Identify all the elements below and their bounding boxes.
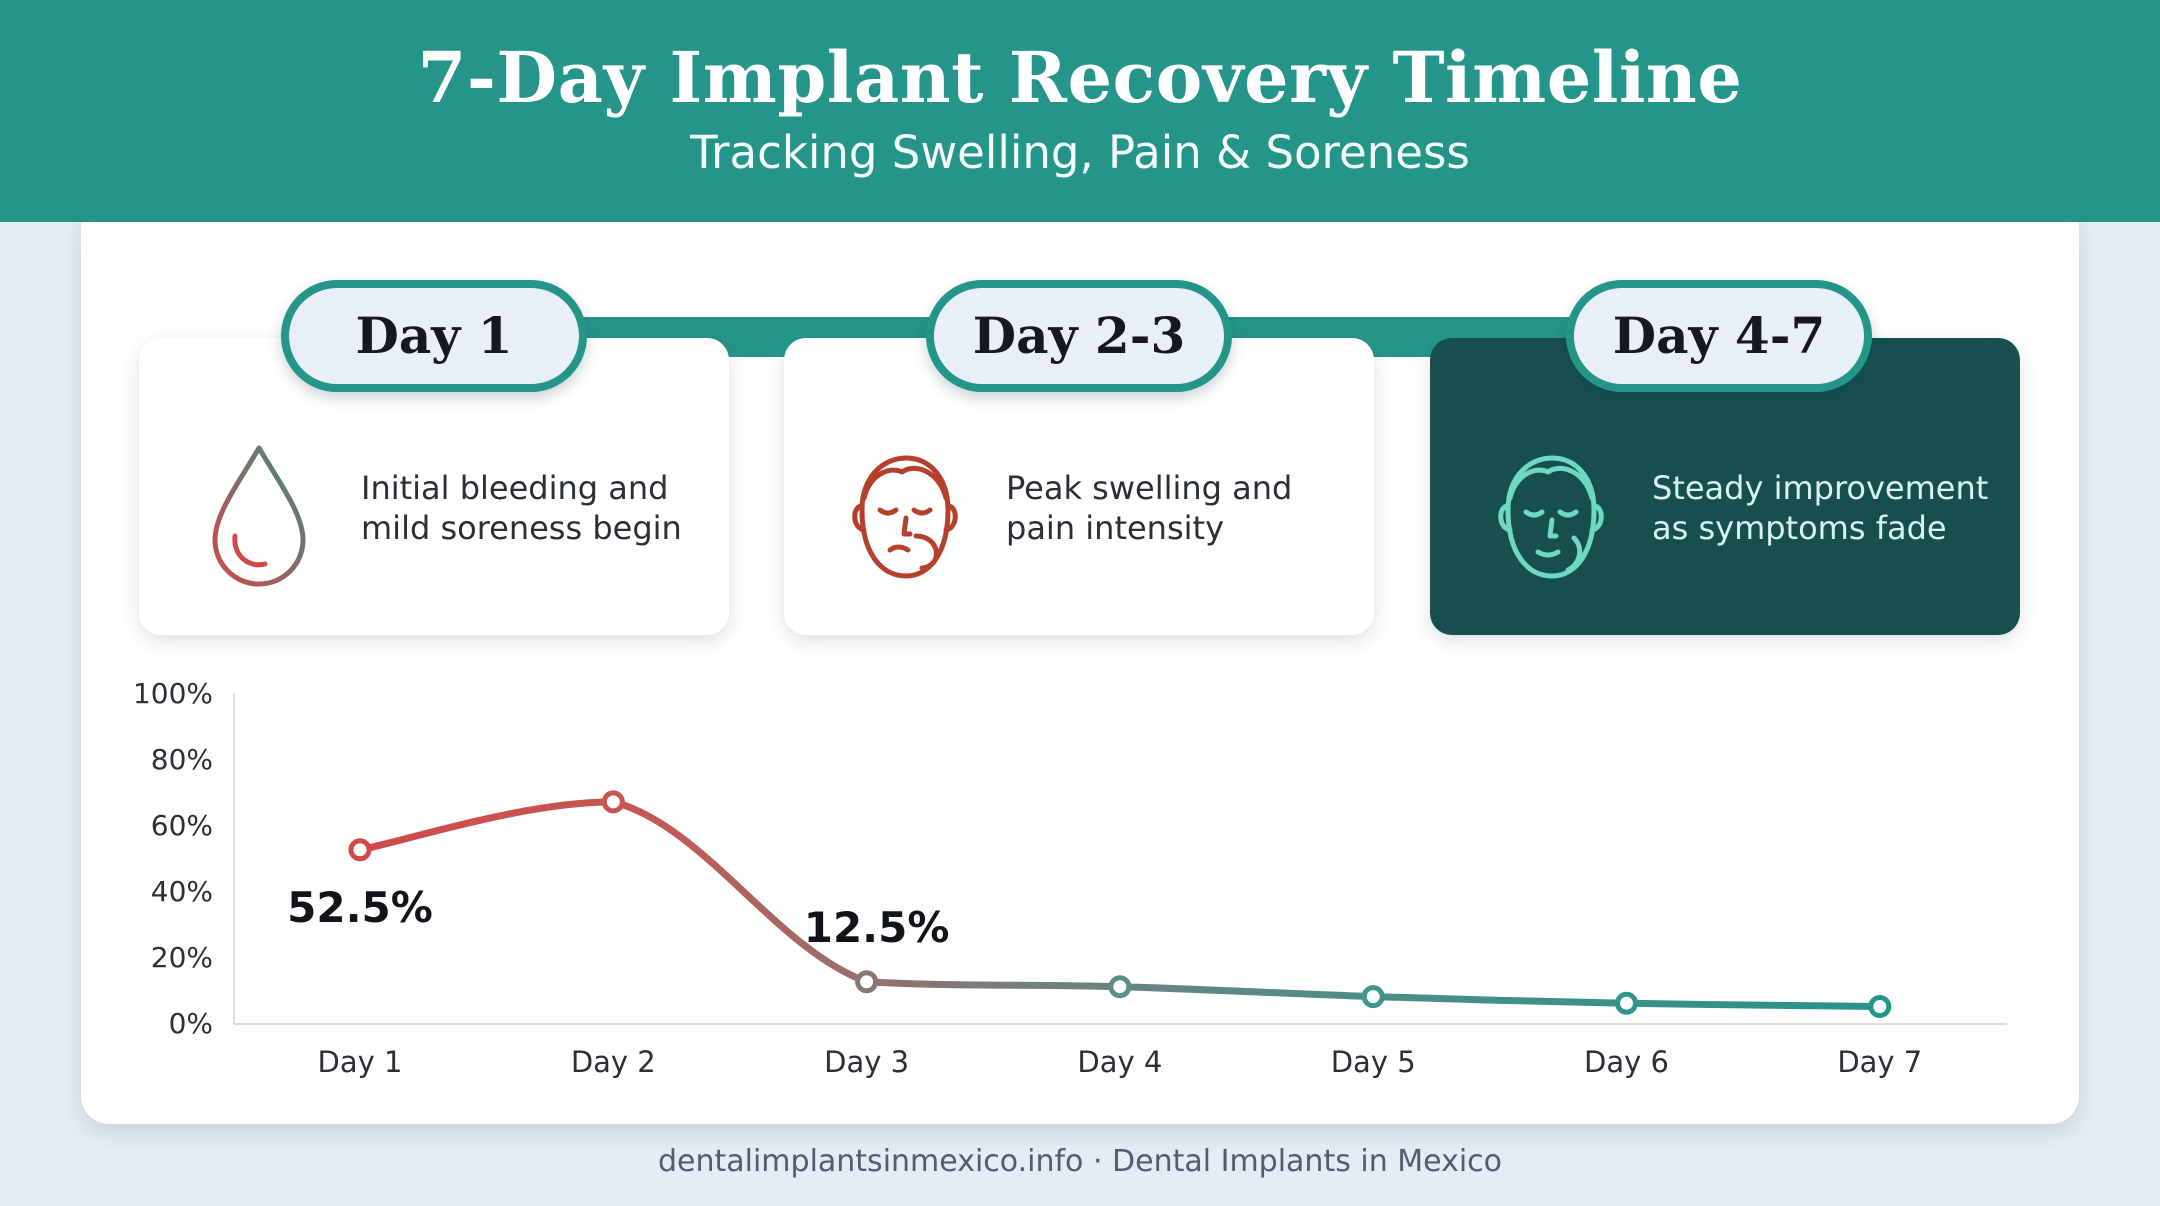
x-tick-label: Day 2: [571, 1045, 656, 1079]
data-label: 12.5%: [804, 903, 950, 952]
data-point: [348, 838, 372, 862]
stage-pill-day-1: Day 1: [281, 280, 587, 392]
data-label: 52.5%: [287, 883, 433, 932]
blood-drop-icon: [212, 445, 306, 587]
x-tick-label: Day 3: [824, 1045, 909, 1079]
data-point: [1361, 985, 1385, 1009]
y-tick-label: 40%: [151, 875, 213, 908]
data-point: [1108, 975, 1132, 999]
x-tick-label: Day 1: [318, 1045, 403, 1079]
footer-source: dentalimplantsinmexico.info · Dental Imp…: [657, 1144, 1503, 1179]
data-point: [855, 970, 879, 994]
x-tick-label: Day 5: [1331, 1045, 1416, 1079]
x-tick-label: Day 7: [1837, 1045, 1922, 1079]
data-point: [601, 790, 625, 814]
page-title: 7-Day Implant Recovery Timeline: [417, 36, 1743, 119]
stage-description: Peak swelling and pain intensity: [1006, 469, 1293, 547]
y-tick-label: 0%: [169, 1007, 213, 1040]
x-tick-label: Day 4: [1077, 1045, 1162, 1079]
y-tick-label: 80%: [151, 743, 213, 776]
stage-pill-day-2-3: Day 2-3: [926, 280, 1232, 392]
header-banner: 7-Day Implant Recovery Timeline Tracking…: [0, 0, 2160, 222]
y-tick-label: 60%: [151, 809, 213, 842]
swollen-face-icon: [852, 455, 958, 579]
data-point: [1868, 995, 1892, 1018]
y-tick-label: 20%: [151, 941, 213, 974]
y-tick-label: 100%: [133, 677, 213, 710]
relieved-face-icon: [1498, 455, 1604, 579]
stage-description: Initial bleeding and mild soreness begin: [361, 469, 682, 547]
data-point: [1615, 991, 1638, 1015]
page-subtitle: Tracking Swelling, Pain & Soreness: [690, 126, 1470, 179]
stage-pill-day-4-7: Day 4-7: [1566, 280, 1872, 392]
x-tick-label: Day 6: [1584, 1045, 1669, 1079]
stage-description: Steady improvement as symptoms fade: [1652, 469, 1989, 547]
